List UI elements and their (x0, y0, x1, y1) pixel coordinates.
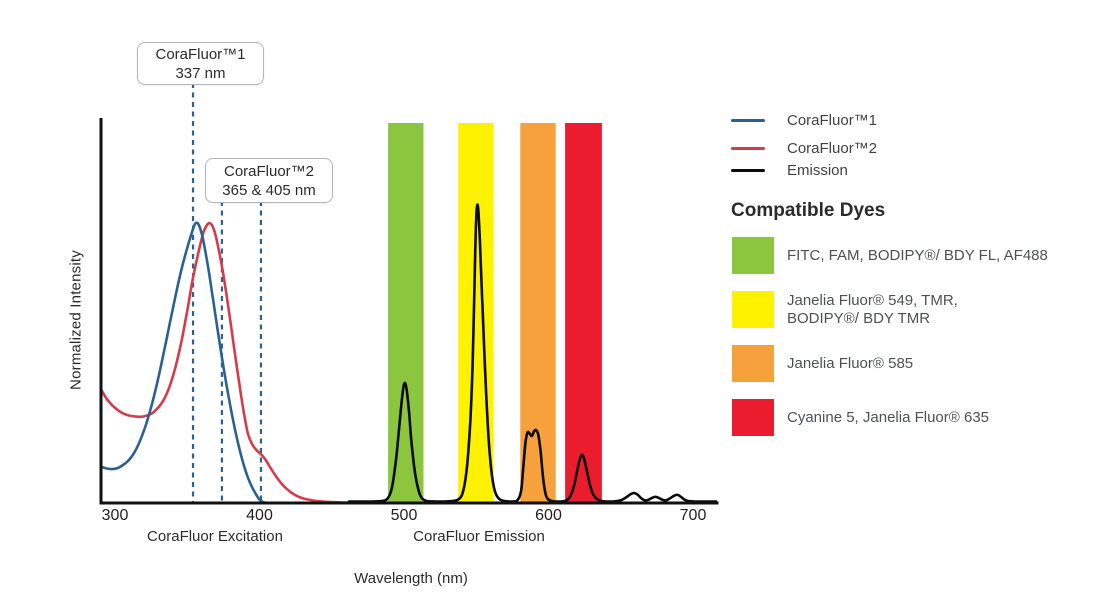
x-tick-label: 600 (535, 507, 562, 524)
x-tick-label: 700 (680, 507, 707, 524)
dye-label: Janelia Fluor® 585 (787, 354, 914, 372)
x-axis-label: Wavelength (nm) (354, 570, 468, 587)
dye-label: FITC, FAM, BODIPY®/ BDY FL, AF488 (787, 246, 1048, 264)
legend-line-swatch-red (731, 146, 765, 150)
x-section-label-excitation: CoraFluor Excitation (147, 528, 283, 545)
dye-swatch-green (732, 237, 774, 274)
curve-excitation-corafluor2 (99, 221, 360, 504)
legend-row-emission: Emission (731, 161, 877, 179)
legend-label: CoraFluor™2 (787, 139, 878, 157)
dye-row-orange: Janelia Fluor® 585 (732, 345, 1048, 382)
compatible-dyes-list: FITC, FAM, BODIPY®/ BDY FL, AF488 Janeli… (732, 237, 1048, 436)
legend-row-corafluor1: CoraFluor™1 (731, 111, 877, 129)
annotation-corafluor1-title: CoraFluor™1 (155, 45, 246, 63)
annotation-corafluor1: CoraFluor™1 337 nm (137, 42, 264, 85)
dye-row-yellow: Janelia Fluor® 549, TMR, BODIPY®/ BDY TM… (732, 291, 1048, 328)
y-axis-label: Normalized Intensity (67, 250, 85, 390)
dye-swatch-orange (732, 345, 774, 382)
x-tick-label: 400 (246, 507, 273, 524)
curve-emission-emission (347, 203, 718, 503)
legend-line-swatch-black (731, 168, 765, 172)
filter-band-0 (388, 123, 424, 503)
dye-swatch-yellow (732, 291, 774, 328)
annotation-corafluor2: CoraFluor™2 365 & 405 nm (205, 158, 333, 203)
dye-label: Janelia Fluor® 549, TMR, BODIPY®/ BDY TM… (787, 291, 958, 327)
dye-row-green: FITC, FAM, BODIPY®/ BDY FL, AF488 (732, 237, 1048, 274)
annotation-corafluor2-title: CoraFluor™2 (223, 162, 315, 180)
annotation-corafluor1-value: 337 nm (175, 64, 226, 82)
legend-row-corafluor2: CoraFluor™2 (731, 139, 877, 157)
filter-band-3 (565, 123, 602, 503)
curve-excitation-corafluor1 (99, 221, 267, 504)
dye-row-red: Cyanine 5, Janelia Fluor® 635 (732, 399, 1048, 436)
legend-label: CoraFluor™1 (787, 111, 878, 129)
legend-line-swatch-blue (731, 118, 765, 122)
x-section-label-emission: CoraFluor Emission (413, 528, 545, 545)
x-tick-label: 300 (102, 507, 129, 524)
legend: CoraFluor™1 CoraFluor™2 Emission (731, 111, 877, 179)
dye-swatch-red (732, 399, 774, 436)
compatible-dyes-heading: Compatible Dyes (731, 200, 886, 221)
legend-label: Emission (787, 161, 848, 179)
x-tick-label: 500 (391, 507, 418, 524)
dye-label: Cyanine 5, Janelia Fluor® 635 (787, 408, 990, 426)
annotation-corafluor2-value: 365 & 405 nm (222, 181, 316, 199)
